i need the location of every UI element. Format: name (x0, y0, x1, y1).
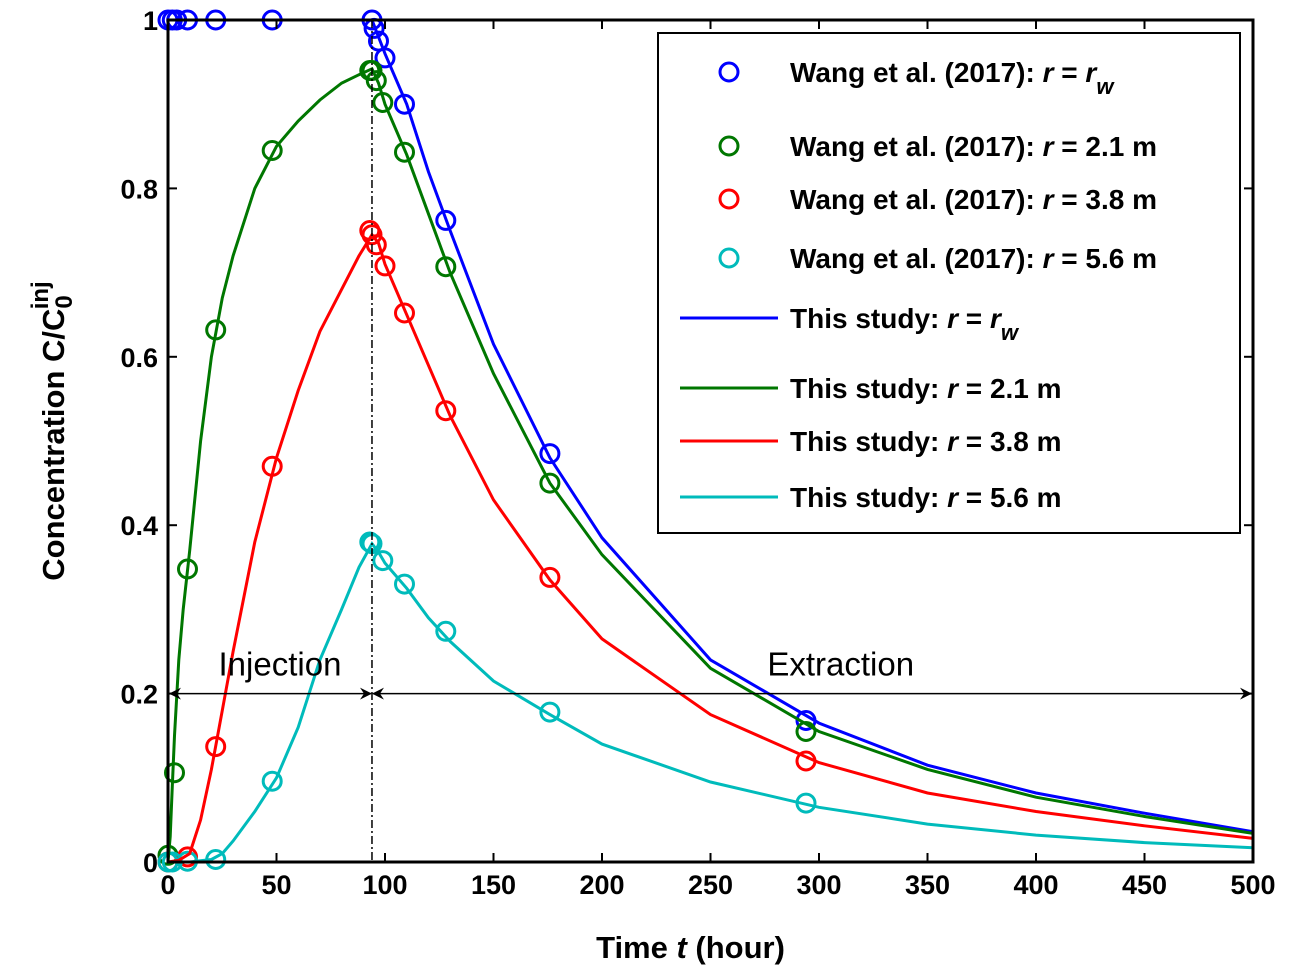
annotation-layer: Injection Extraction (169, 20, 1252, 862)
x-tick-label: 100 (362, 870, 407, 900)
x-tick-label: 400 (1013, 870, 1058, 900)
legend-label: This study: r = 3.8 m (790, 426, 1062, 457)
y-tick-label: 1 (143, 6, 158, 36)
data-point-1-11 (539, 472, 561, 494)
data-point-3-8 (394, 573, 415, 595)
x-tick-label: 50 (261, 870, 291, 900)
y-tick-label: 0.6 (120, 343, 158, 373)
legend-entry-7: This study: r = 5.6 m (680, 482, 1062, 513)
series-layer (157, 9, 1254, 873)
x-tick-label: 200 (579, 870, 624, 900)
series-7 (168, 540, 1254, 864)
legend-swatch (718, 188, 740, 210)
data-point-3-9 (435, 620, 457, 642)
legend-entry-0: Wang et al. (2017): r = rw (718, 57, 1115, 99)
legend-entry-3: Wang et al. (2017): r = 5.6 m (718, 243, 1157, 274)
x-axis-title: Time t (hour) (596, 930, 785, 965)
y-axis-title: Concentration C/C0inj (27, 281, 78, 580)
legend: Wang et al. (2017): r = rw Wang et al. (2… (657, 32, 1241, 534)
legend-label: This study: r = 5.6 m (790, 482, 1062, 513)
x-tick-label: 150 (471, 870, 516, 900)
x-tick-label: 450 (1122, 870, 1167, 900)
data-point-1-7 (365, 70, 387, 92)
data-point-2-7 (374, 255, 396, 277)
data-point-0-11 (435, 209, 457, 231)
legend-label: Wang et al. (2017): r = 5.6 m (790, 243, 1157, 274)
legend-label: Wang et al. (2017): r = 3.8 m (790, 184, 1157, 215)
x-tick-label: 0 (160, 870, 175, 900)
data-point-2-5 (361, 224, 383, 246)
series-4 (168, 18, 1254, 834)
legend-entry-2: Wang et al. (2017): r = 3.8 m (718, 184, 1157, 215)
data-point-0-12 (539, 443, 561, 465)
data-point-2-9 (435, 400, 457, 422)
x-tick-label: 250 (688, 870, 733, 900)
series-3 (157, 531, 817, 873)
axis-titles: Time t (hour) Concentration C/C0inj (27, 281, 785, 965)
data-point-3-4 (261, 770, 283, 792)
extraction-label: Extraction (767, 646, 914, 683)
y-tick-label: 0.4 (120, 511, 158, 541)
series-6 (167, 232, 1254, 864)
legend-label: This study: r = 2.1 m (790, 373, 1062, 404)
data-point-0-10 (394, 93, 415, 115)
legend-swatch (718, 135, 740, 157)
data-point-2-10 (539, 566, 561, 588)
x-tick-label: 300 (796, 870, 841, 900)
legend-label: Wang et al. (2017): r = 2.1 m (790, 131, 1157, 162)
series-line-6 (167, 232, 1254, 864)
data-point-2-8 (394, 302, 415, 324)
y-tick-label: 0.2 (120, 680, 158, 710)
data-point-0-9 (374, 47, 396, 69)
injection-label: Injection (219, 646, 342, 683)
legend-label: This study: r = rw (790, 303, 1020, 345)
data-point-3-7 (372, 550, 394, 572)
legend-box (657, 32, 1241, 534)
legend-swatch (718, 247, 740, 269)
legend-entry-1: Wang et al. (2017): r = 2.1 m (718, 131, 1157, 162)
series-line-4 (168, 18, 1254, 834)
legend-entry-5: This study: r = 2.1 m (680, 373, 1062, 404)
data-point-1-9 (394, 141, 415, 163)
x-tick-label: 500 (1230, 870, 1275, 900)
legend-entry-4: This study: r = rw (680, 303, 1020, 345)
data-point-3-10 (539, 701, 561, 723)
data-point-1-4 (261, 140, 283, 161)
legend-label: Wang et al. (2017): r = rw (790, 57, 1115, 99)
y-tick-label: 0 (143, 848, 158, 878)
y-tick-label: 0.8 (120, 174, 158, 204)
ticks-layer: 0 50 100 150 200 250 300 350 400 450 500 0 0.2 0.4 0.6… (120, 6, 1275, 900)
legend-entry-6: This study: r = 3.8 m (680, 426, 1062, 457)
series-line-5 (166, 66, 1254, 863)
x-tick-label: 350 (905, 870, 950, 900)
data-point-2-2 (205, 736, 227, 758)
legend-swatch (718, 61, 740, 83)
series-5 (166, 66, 1254, 863)
series-line-7 (168, 540, 1254, 864)
